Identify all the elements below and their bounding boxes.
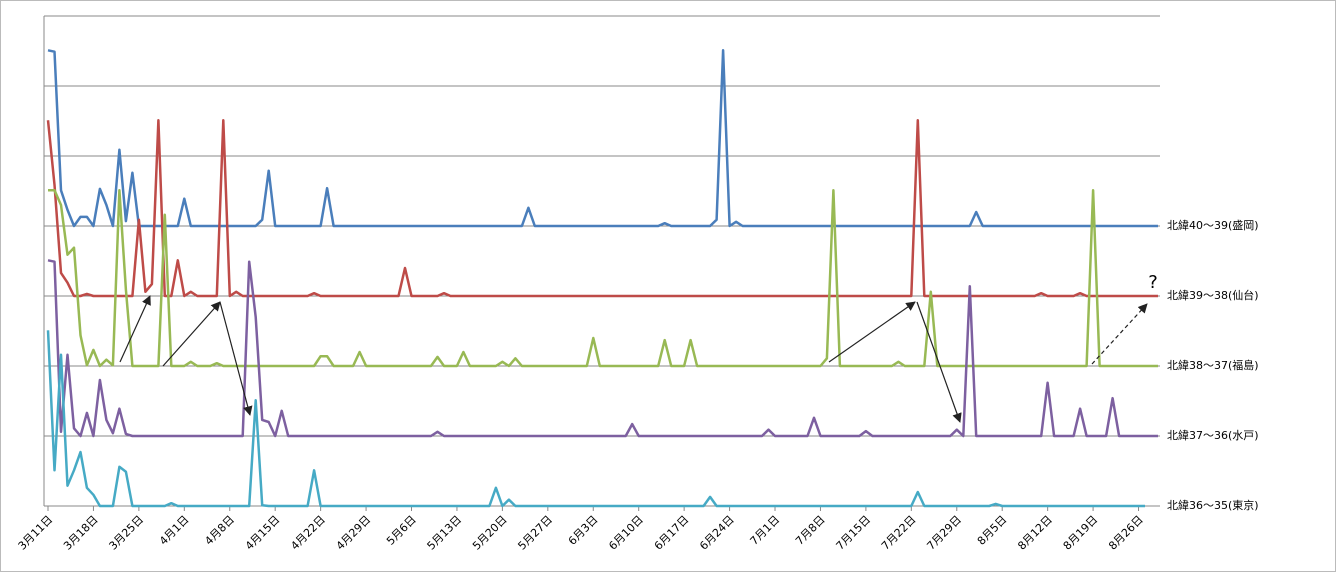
arrow [828, 301, 916, 363]
series-label: 北緯39～38(仙台) [1167, 288, 1259, 302]
series-line [47, 259, 1158, 438]
series-line [46, 330, 1145, 508]
annotation: ? [1148, 272, 1158, 293]
series-label: 北緯38～37(福島) [1167, 358, 1259, 372]
arrow [162, 301, 221, 367]
series-line [46, 119, 1158, 298]
series-label: 北緯36～35(東京) [1167, 498, 1259, 512]
arrow [119, 295, 151, 363]
arrow [916, 301, 962, 423]
arrow [219, 301, 253, 416]
arrows [119, 295, 1148, 423]
series-line [47, 49, 1158, 228]
series-label: 北緯40～39(盛岡) [1167, 218, 1259, 232]
series-label: 北緯37～36(水戸) [1167, 428, 1259, 442]
